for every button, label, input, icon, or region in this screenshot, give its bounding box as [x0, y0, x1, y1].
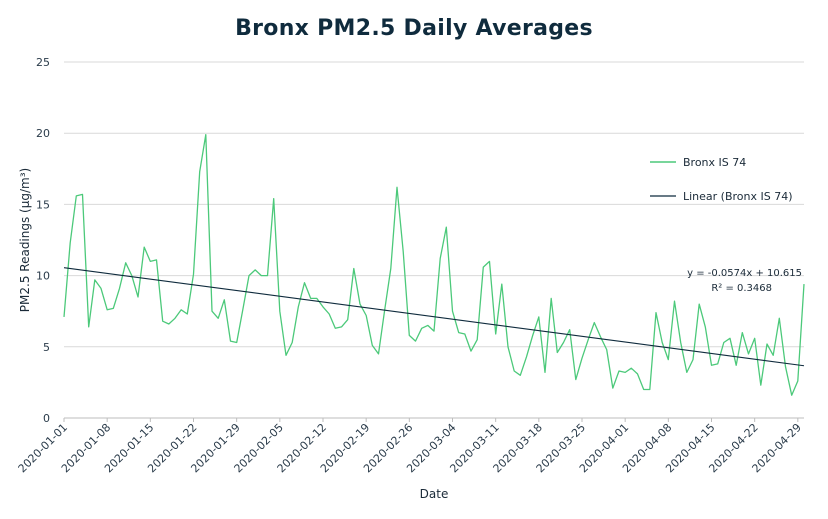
trendline-equation: y = -0.0574x + 10.615 — [687, 268, 802, 279]
series-line-bronx-is-74 — [63, 133, 805, 396]
legend-label-linear: Linear (Bronx IS 74) — [683, 190, 793, 203]
legend: Bronx IS 74 Linear (Bronx IS 74) — [650, 156, 793, 203]
y-tick-label-1: 5 — [43, 341, 50, 354]
y-tick-label-4: 20 — [36, 127, 50, 140]
y-axis-label: PM2.5 Readings (µg/m³) — [18, 168, 32, 312]
y-tick-labels: 0 5 10 15 20 25 — [36, 56, 50, 425]
chart-title: Bronx PM2.5 Daily Averages — [235, 16, 593, 41]
legend-label-bronx: Bronx IS 74 — [683, 156, 746, 169]
trendline-linear — [63, 267, 805, 367]
y-tick-label-5: 25 — [36, 56, 50, 69]
x-axis-label: Date — [420, 487, 449, 501]
trendline-r-squared: R² = 0.3468 — [711, 283, 772, 294]
x-tick-labels: 2020-01-012020-01-082020-01-152020-01-22… — [16, 418, 804, 475]
series-group — [63, 133, 805, 396]
gridlines — [64, 61, 804, 419]
y-tick-label-3: 15 — [36, 198, 50, 211]
y-tick-label-2: 10 — [36, 270, 50, 283]
y-tick-label-0: 0 — [43, 412, 50, 425]
